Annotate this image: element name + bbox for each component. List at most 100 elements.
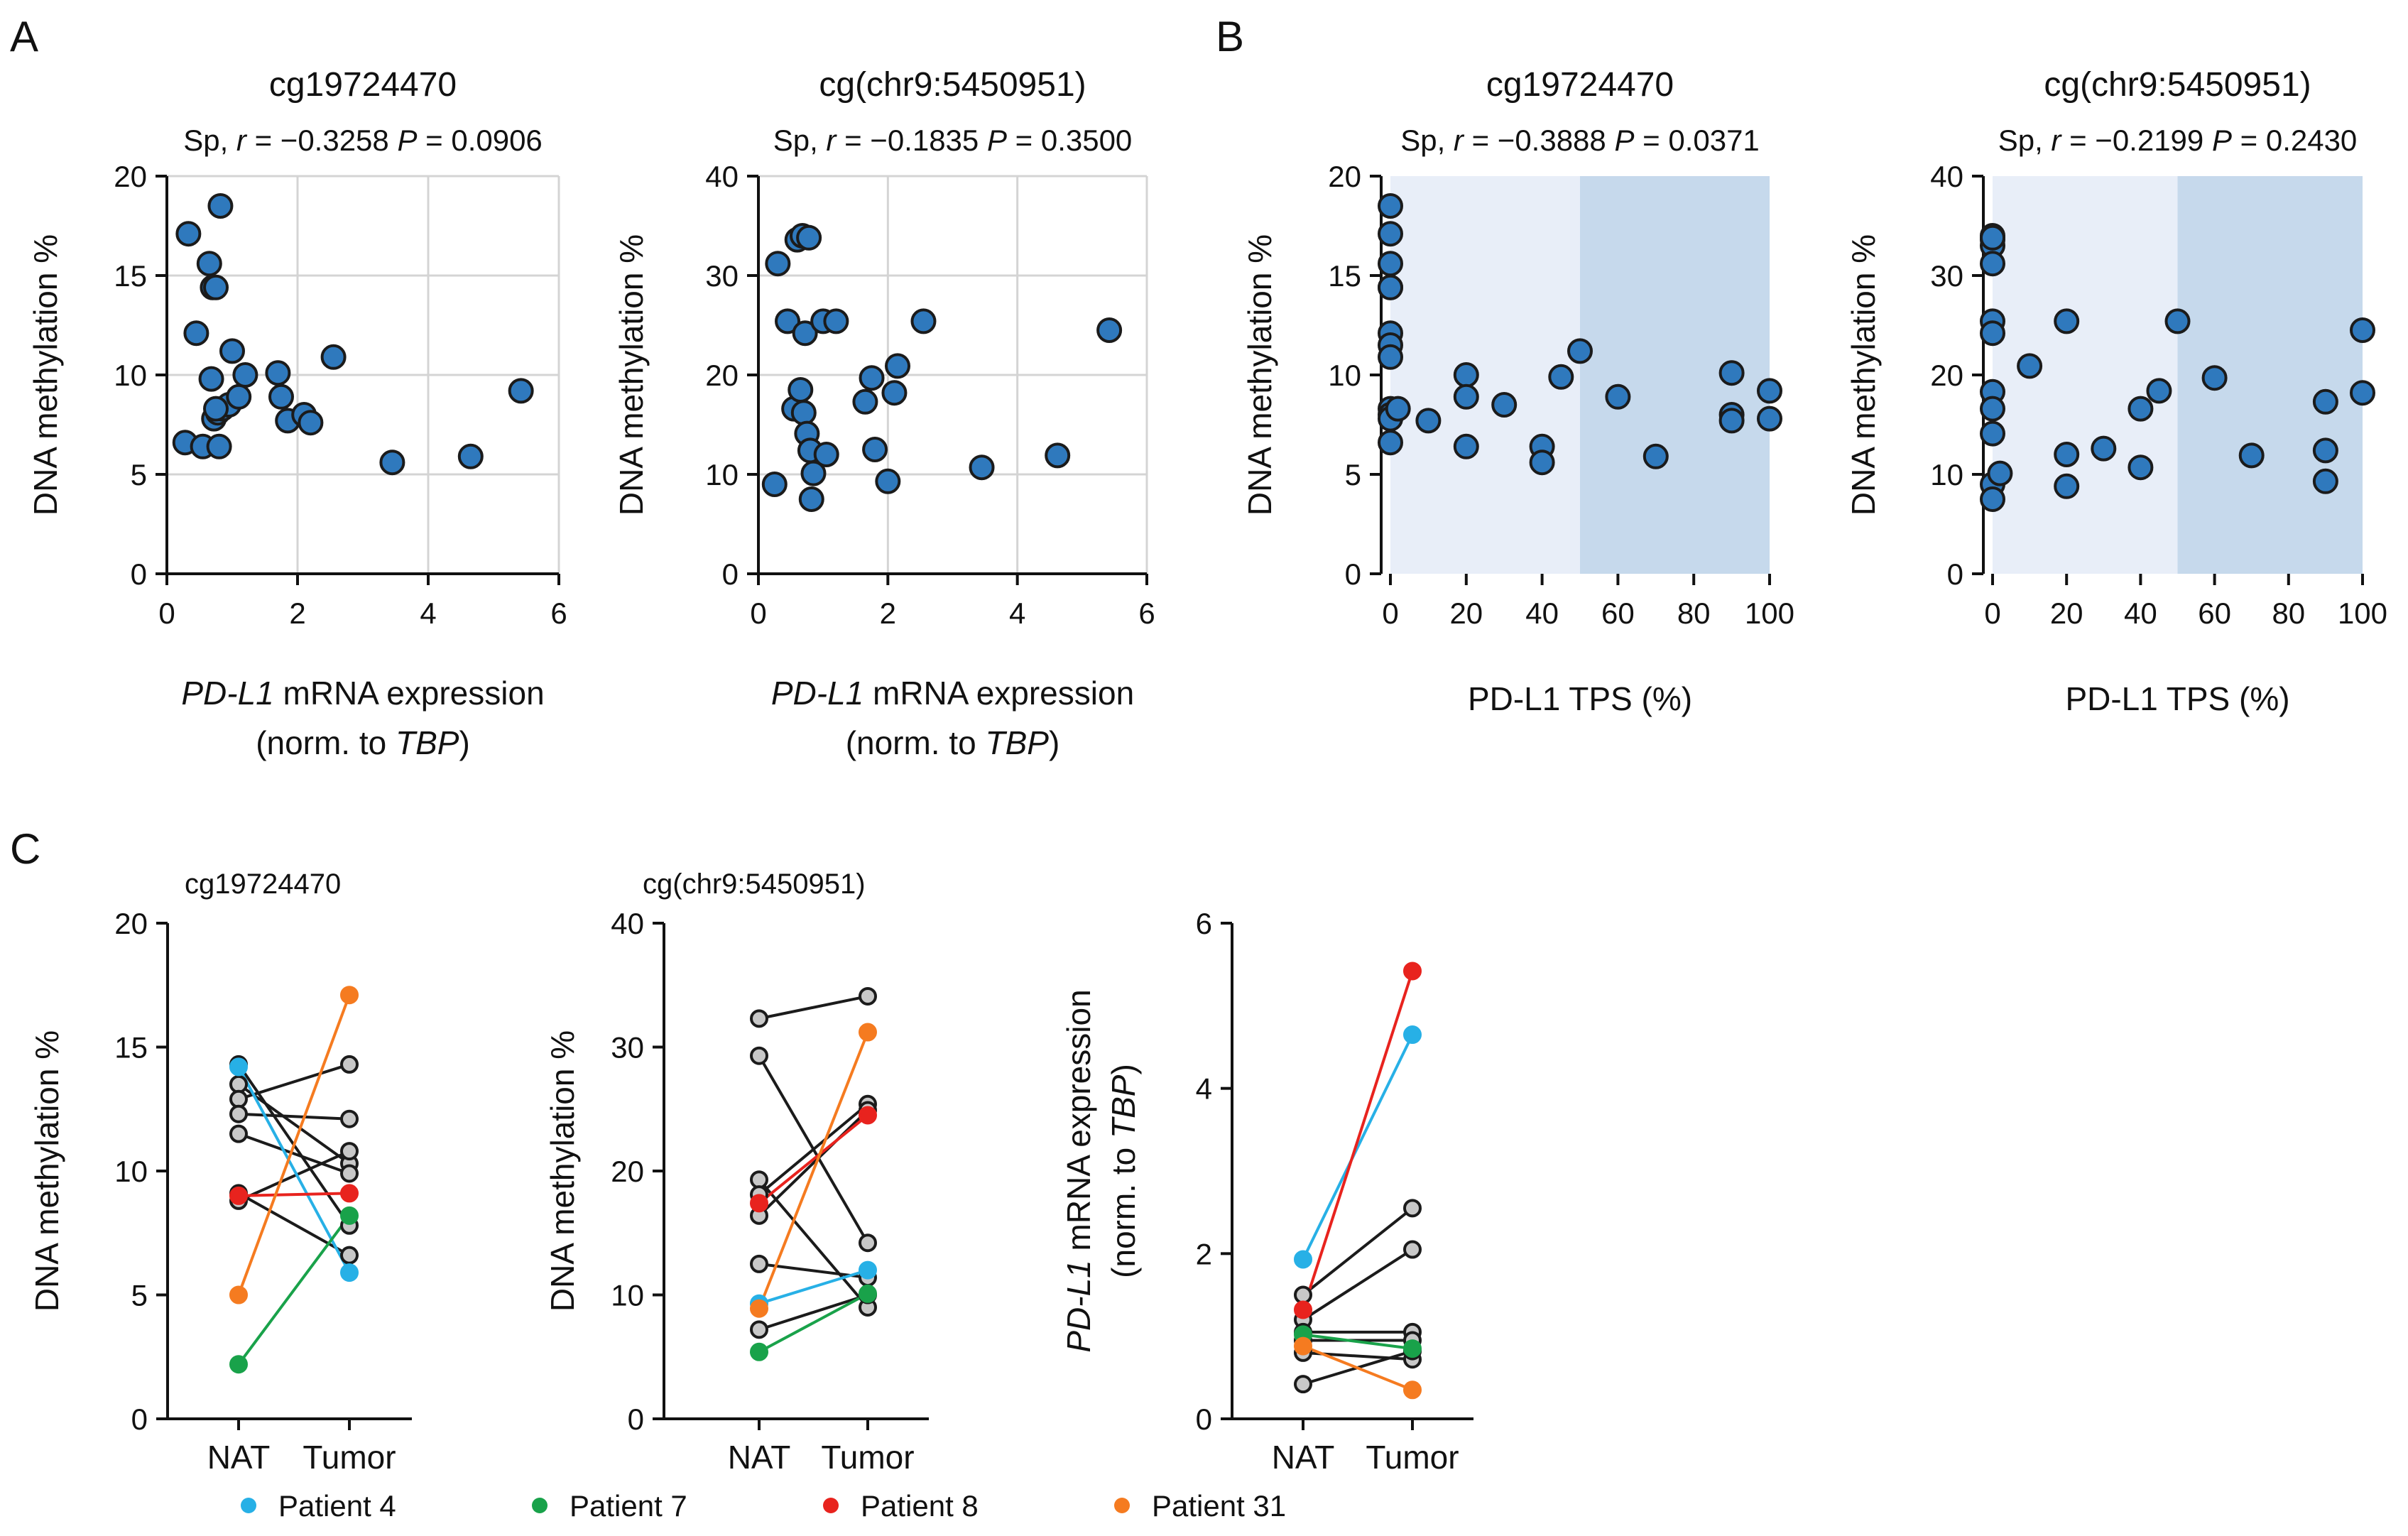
data-point — [1453, 362, 1479, 388]
pair-line — [238, 1132, 350, 1175]
data-point — [969, 454, 995, 481]
chart-a2-chr9-vs-mrna: 0 10 20 30 40 0 2 4 6 cg(chr9:5450951) Sp, r = −0.… — [613, 66, 1155, 761]
x-tick-label: 4 — [420, 597, 436, 630]
data-point — [207, 193, 234, 219]
pair-line-colored — [1302, 1034, 1414, 1260]
chart-title: cg(chr9:5450951) — [643, 868, 866, 900]
pair-line-colored — [1302, 1344, 1413, 1392]
data-point — [1980, 224, 2005, 251]
data-point — [885, 353, 911, 379]
x-tick-label: 80 — [1677, 597, 1711, 630]
chart-stat: Sp, r = −0.1835 P = 0.3500 — [773, 124, 1133, 157]
data-point — [1980, 396, 2005, 422]
y-tick-label: 0 — [1196, 1402, 1212, 1436]
pair-point — [229, 1089, 248, 1109]
y-tick-label: 30 — [705, 259, 739, 293]
y-tick-label: 0 — [1947, 557, 1963, 591]
data-point — [2128, 396, 2154, 422]
pair-point — [229, 1124, 248, 1143]
y-tick-label: 10 — [1328, 359, 1361, 392]
x-tick-label: 40 — [2124, 597, 2157, 630]
pair-point-colored — [229, 1057, 248, 1077]
pair-point-colored — [1294, 1336, 1312, 1356]
data-point — [2091, 435, 2117, 462]
y-tick-label: 20 — [1930, 359, 1963, 392]
x-category-label: NAT — [1272, 1439, 1335, 1476]
y-tick-label: 5 — [131, 1279, 148, 1312]
chart-title: cg19724470 — [269, 66, 457, 104]
pair-line — [1302, 1207, 1414, 1297]
data-point — [1529, 450, 1555, 476]
data-point — [2164, 308, 2191, 334]
data-point — [2146, 378, 2172, 404]
pair-point-colored — [340, 1206, 359, 1225]
data-point — [765, 251, 791, 277]
data-point — [183, 320, 209, 347]
x-tick-label: 4 — [1009, 597, 1025, 630]
data-point — [198, 366, 224, 392]
data-point — [790, 400, 817, 426]
data-point — [1567, 338, 1593, 364]
chart-b1-cg19724470-vs-tps: 0 5 10 15 20 0 20 40 60 80 100 cg19724470 Sp, r = −0… — [1241, 66, 1794, 717]
y-tick-label: 5 — [131, 458, 147, 491]
pair-point-colored — [859, 1284, 877, 1303]
y-tick-label: 10 — [114, 359, 147, 392]
y-axis-title: DNA methylation % — [1241, 234, 1278, 516]
pair-line — [238, 1150, 350, 1202]
data-point — [2238, 442, 2265, 469]
panel-label-a: A — [10, 13, 38, 60]
x-tick-label: 100 — [1745, 597, 1794, 630]
data-point — [457, 443, 484, 469]
y-axis-title: PD-L1 mRNA expression — [1060, 989, 1097, 1352]
data-point — [910, 308, 937, 334]
y-tick-label: 5 — [1345, 458, 1361, 491]
pair-line-colored — [237, 994, 351, 1296]
y-tick-label: 15 — [114, 259, 147, 293]
data-point — [1605, 383, 1631, 410]
data-point — [379, 450, 405, 476]
y-tick-label: 0 — [722, 557, 739, 591]
x-tick-label: 100 — [2338, 597, 2387, 630]
data-point — [203, 396, 229, 422]
data-point — [813, 442, 839, 467]
data-point — [1378, 251, 1403, 277]
data-point — [775, 308, 801, 334]
x-tick-label: 0 — [158, 597, 175, 630]
data-point — [1378, 193, 1403, 219]
pair-line-colored — [758, 1113, 869, 1204]
panel-label-b: B — [1216, 13, 1244, 60]
y-tick-label: 15 — [114, 1031, 148, 1064]
data-point — [1378, 430, 1403, 456]
data-point — [2017, 353, 2043, 379]
y-tick-label: 0 — [131, 1402, 148, 1436]
data-point — [798, 486, 824, 512]
data-point — [2312, 437, 2338, 464]
data-point — [1980, 320, 2005, 347]
x-tick-label: 20 — [2050, 597, 2083, 630]
data-point — [2054, 473, 2080, 499]
data-point — [1385, 396, 1411, 422]
y-tick-label: 10 — [1930, 458, 1963, 491]
x-tick-label: 40 — [1525, 597, 1559, 630]
data-point — [2054, 308, 2080, 334]
pair-line-colored — [1302, 970, 1414, 1311]
legend-label: Patient 7 — [570, 1489, 687, 1523]
pair-point — [340, 1055, 359, 1074]
y-tick-label: 0 — [1345, 557, 1361, 591]
y-tick-label: 0 — [628, 1402, 644, 1436]
x-axis-title: PD-L1 mRNA expression — [771, 675, 1134, 712]
pair-line — [238, 1112, 350, 1121]
pair-point-colored — [1403, 1025, 1422, 1045]
tps-band-0 — [1390, 176, 1580, 574]
data-point — [1980, 486, 2005, 512]
pair-point — [1294, 1375, 1312, 1394]
y-tick-label: 10 — [705, 458, 739, 491]
pair-point — [1294, 1285, 1312, 1304]
data-point — [2054, 442, 2080, 467]
data-point — [2201, 365, 2228, 391]
data-point — [1453, 383, 1479, 410]
pair-point — [750, 1320, 768, 1339]
tps-band-0 — [1993, 176, 2178, 574]
y-axis-title: DNA methylation % — [544, 1030, 581, 1312]
chart-c3-paired-mrna: 0 2 4 6 NAT Tumor PD-L1 mRNA expression (norm. … — [1060, 907, 1473, 1476]
